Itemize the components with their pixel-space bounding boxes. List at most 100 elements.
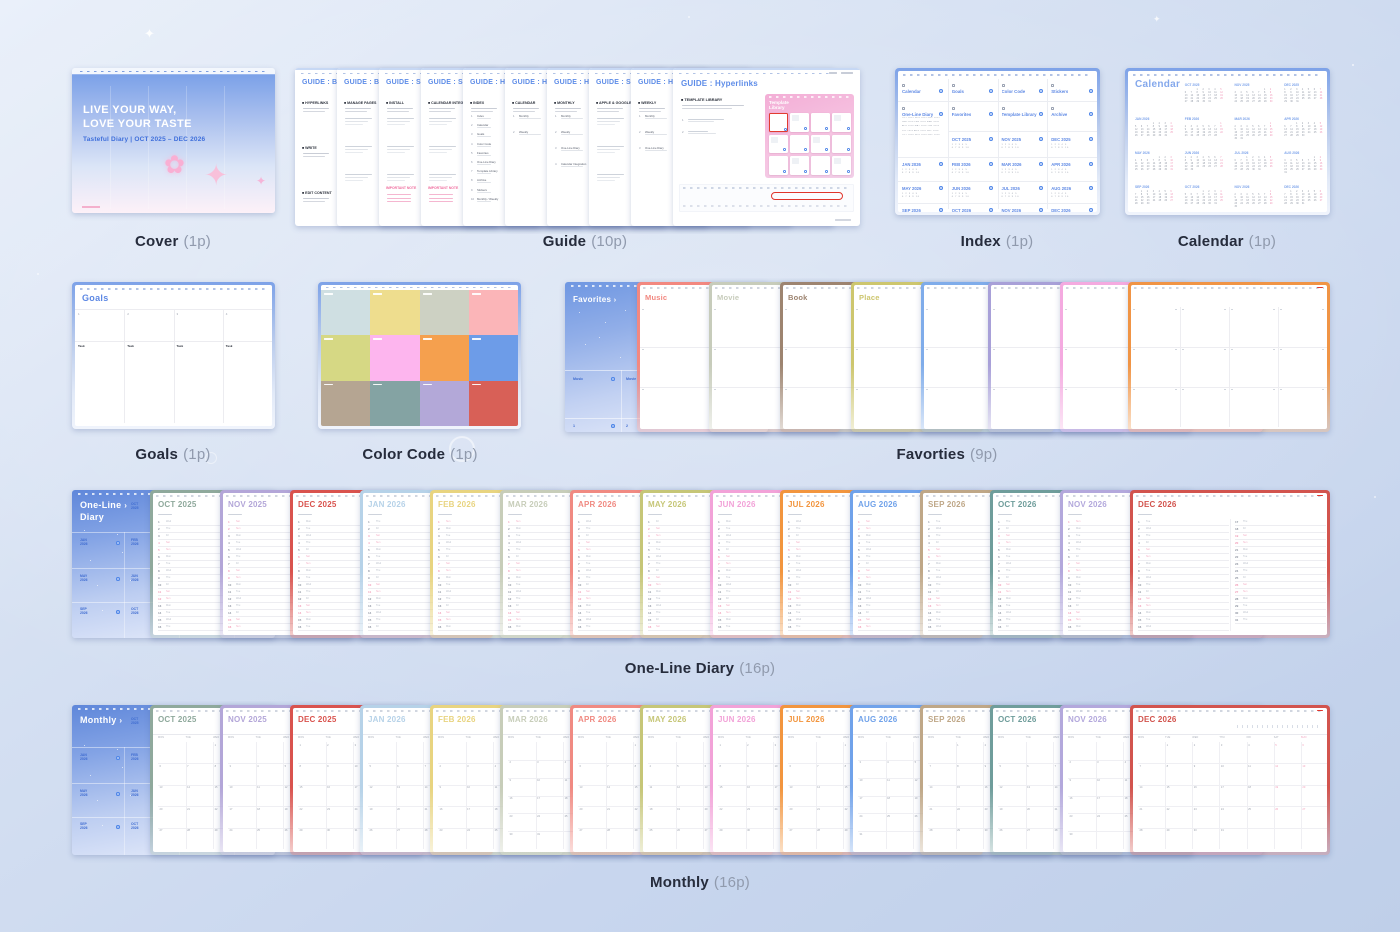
day-abbr: Sat (1174, 597, 1179, 601)
caption-calendar-count: (1p) (1248, 233, 1277, 250)
text-line-bar (904, 349, 906, 350)
hyperlink-dot-icon (989, 186, 993, 190)
mini-day-number: 14 (1135, 197, 1138, 200)
mini-day-number: 18 (1214, 95, 1217, 98)
day-row-line (438, 630, 531, 631)
day-row-line (1235, 553, 1326, 554)
text-line-bar (345, 152, 363, 153)
template-thumbnail-card (832, 113, 852, 132)
day-row-line (746, 532, 839, 533)
cover-index-month: AUG 2026 (241, 789, 249, 798)
month-grid-line-v (773, 742, 774, 849)
month-day-number: 4 (564, 761, 567, 765)
day-row-line (396, 616, 489, 617)
day-number: 19 (396, 534, 400, 538)
month-day-number: 5 (522, 764, 524, 768)
fav-grid-line-h (991, 387, 1188, 388)
month-day-number: 9 (242, 764, 244, 768)
day-number: 19 (886, 534, 890, 538)
day-row-line (228, 609, 321, 610)
text-line-bar (639, 110, 661, 112)
day-number: 29 (746, 604, 750, 608)
day-number: 2 (648, 527, 650, 531)
day-row-line (1026, 616, 1119, 617)
hyperlink-dot-icon (167, 721, 171, 725)
text-line-bar (345, 121, 368, 122)
day-row-line (228, 560, 321, 561)
binder-ruler (366, 710, 557, 712)
day-row-line (1096, 553, 1189, 554)
hyperlink-dot-icon (116, 756, 120, 760)
text-line-bar (1017, 309, 1020, 310)
day-number: 31 (886, 618, 890, 622)
month-day-number: 7 (1054, 764, 1057, 768)
day-row-line (508, 602, 601, 603)
day-abbr: Wed (1146, 625, 1152, 629)
month-title: NOV 2026 (1068, 500, 1107, 509)
month-day-number: 18 (564, 797, 568, 800)
month-day-number: 4 (257, 764, 259, 768)
mini-day-number: 2 (1301, 123, 1304, 125)
month-page-inner: MAY 2026 MON TUE WED THU FRI SAT SUN 1 2 3 4 5 6 7 8 9 10… (643, 708, 840, 852)
day-abbr: Fri (894, 569, 898, 573)
cover-index-month: NOV 2026 (186, 822, 194, 831)
day-row-line (816, 525, 909, 526)
day-row-line (648, 546, 741, 547)
mini-day-number: 27 (1301, 169, 1305, 172)
header-divider (503, 734, 700, 735)
day-abbr: Tue (586, 611, 591, 615)
day-number: 17 (606, 520, 610, 524)
text-line-bar (1065, 349, 1067, 350)
fav-grid-line-h (640, 347, 837, 348)
mini-day-number: 28 (1284, 203, 1287, 206)
guide-page-header: GUIDE : B (344, 79, 380, 86)
month-day-number: 27 (579, 829, 583, 833)
index-grid-line-v (997, 79, 999, 209)
month-day-number: 4 (717, 743, 719, 747)
day-abbr: Sun (1006, 590, 1011, 594)
month-day-number: 20 (312, 807, 316, 811)
day-number: 13 (438, 604, 442, 608)
month-day-number: 31 (507, 829, 511, 833)
hyperlink-dot-icon (803, 169, 807, 173)
day-number: 6 (158, 555, 160, 559)
month-day-number: 22 (634, 807, 638, 811)
mini-day-number: 14 (1190, 95, 1194, 98)
day-row-line (788, 560, 881, 561)
mini-day-number: 24 (1152, 200, 1156, 203)
day-number: 30 (1235, 611, 1239, 615)
day-number: 19 (1096, 534, 1100, 538)
day-row-line (438, 539, 531, 540)
mini-day-number: 7 (1264, 194, 1266, 196)
day-abbr: Wed (614, 527, 620, 531)
day-row-line (648, 567, 741, 568)
header-week-strip (1168, 725, 1252, 728)
day-abbr: Fri (866, 562, 869, 566)
mini-day-number: 30 (1158, 135, 1162, 138)
mini-day-number: 29 (1296, 135, 1299, 138)
text-line-bar (477, 164, 491, 165)
text-line-bar (1017, 349, 1020, 350)
binder-ruler (326, 286, 513, 289)
month-day-number: 16 (1193, 786, 1197, 790)
day-abbr: Fri (964, 548, 968, 552)
mini-day-number: 20 (1301, 166, 1305, 169)
mini-day-number: 27 (1214, 166, 1217, 169)
guide-page-topstrip (379, 68, 582, 70)
month-day-number: 17 (537, 797, 540, 800)
day-row-line (928, 602, 1021, 603)
day-number: 12 (158, 597, 162, 601)
mini-day-number: 16 (1319, 163, 1323, 166)
weekday-label: SAT (645, 736, 651, 739)
month-day-number: 8 (1166, 764, 1169, 768)
monthly-page-SEP-2026: SEP 2026 MON TUE WED THU FRI SAT SUN 1 2 3 4 5 6 7 8 9 10… (920, 705, 1123, 855)
mini-day-number: 10 (1152, 194, 1156, 196)
day-number: 17 (886, 520, 890, 524)
day-number: 5 (788, 548, 790, 552)
month-day-number: 16 (662, 786, 666, 790)
day-row-line (956, 602, 1049, 603)
weekday-label: TUE (675, 736, 681, 739)
header-divider (293, 734, 490, 735)
star-dot (117, 749, 119, 751)
month-page-inner: AUG 2026 MON TUE WED THU FRI SAT SUN 1 2 3 4 5 6 7 8 9 10… (853, 708, 1050, 852)
